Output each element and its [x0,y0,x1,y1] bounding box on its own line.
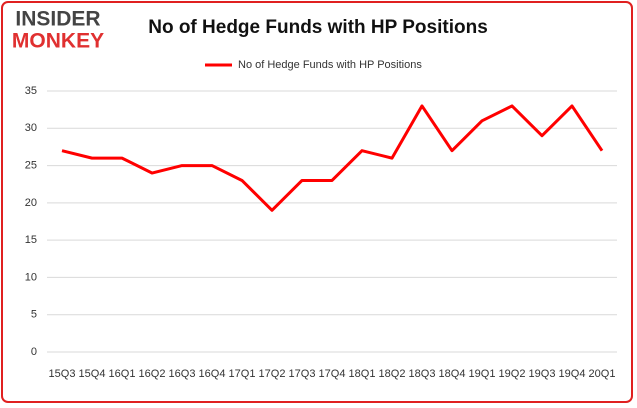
y-tick-label: 30 [25,122,37,134]
chart-title: No of Hedge Funds with HP Positions [148,17,488,38]
frame [1,1,633,403]
x-tick-label: 15Q4 [79,368,106,380]
x-tick-label: 16Q4 [199,368,226,380]
x-tick-label: 18Q2 [379,368,406,380]
y-tick-label: 20 [25,197,37,209]
x-tick-label: 17Q2 [259,368,286,380]
x-tick-label: 15Q3 [49,368,76,380]
x-tick-label: 17Q4 [319,368,346,380]
y-tick-label: 0 [31,346,37,358]
x-tick-label: 18Q1 [349,368,376,380]
x-tick-label: 16Q1 [109,368,136,380]
y-tick-label: 15 [25,234,37,246]
x-tick-label: 16Q2 [139,368,166,380]
x-tick-label: 20Q1 [589,368,616,380]
legend-label: No of Hedge Funds with HP Positions [238,59,422,71]
logo-bottom: MONKEY [12,30,104,53]
series-line [61,104,604,212]
y-tick-label: 5 [31,309,37,321]
logo-top: INSIDER [15,8,100,31]
x-tick-label: 19Q4 [559,368,586,380]
y-tick-label: 25 [25,159,37,171]
x-tick-label: 18Q3 [409,368,436,380]
x-tick-label: 19Q3 [529,368,556,380]
x-tick-label: 19Q2 [499,368,526,380]
y-tick-label: 10 [25,271,37,283]
x-tick-label: 17Q1 [229,368,256,380]
y-tick-label: 35 [25,85,37,97]
x-tick-label: 17Q3 [289,368,316,380]
x-tick-label: 18Q4 [439,368,466,380]
x-tick-label: 19Q1 [469,368,496,380]
x-tick-label: 16Q3 [169,368,196,380]
